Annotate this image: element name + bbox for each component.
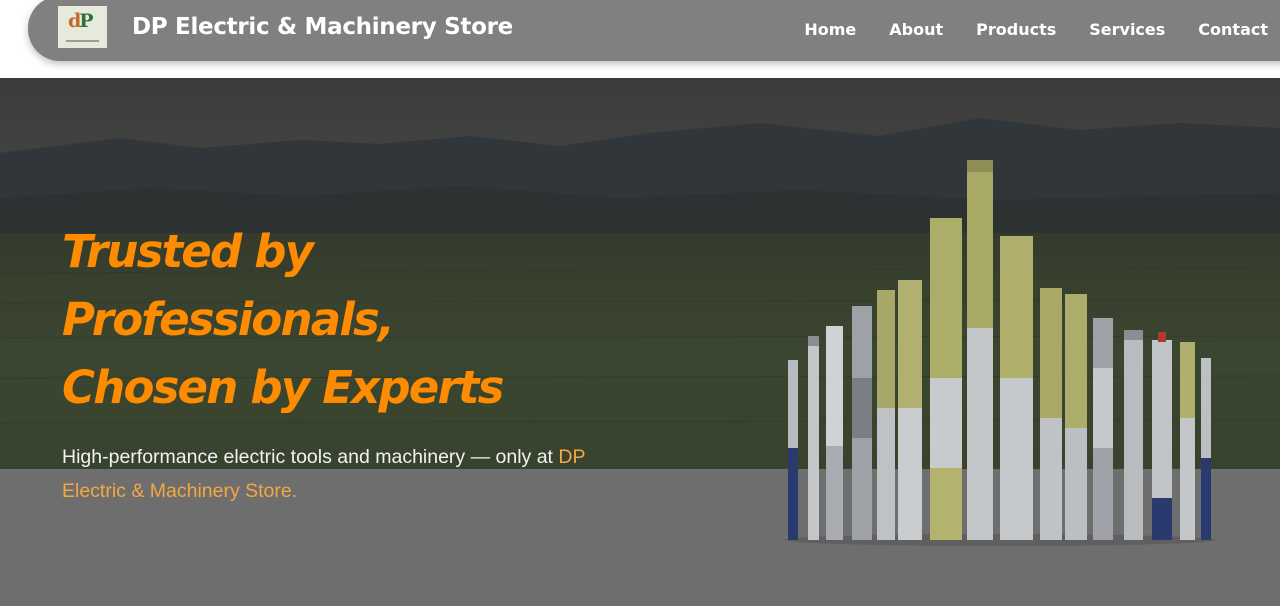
hero-subtitle: High-performance electric tools and mach… xyxy=(62,440,642,508)
nav-products[interactable]: Products xyxy=(976,20,1057,39)
navbar: dP DP Electric & Machinery Store Home Ab… xyxy=(28,0,1280,61)
hero-heading: Trusted by Professionals, Chosen by Expe… xyxy=(62,218,504,422)
hero-heading-line-1: Trusted by xyxy=(62,225,314,278)
nav-home[interactable]: Home xyxy=(804,20,857,39)
hero-subtitle-highlight: DP Electric & Machinery Store. xyxy=(62,446,586,502)
nav-contact[interactable]: Contact xyxy=(1198,20,1268,39)
hero-heading-line-3: Chosen by Experts xyxy=(62,361,504,414)
hero-heading-line-2: Professionals, xyxy=(62,293,395,346)
hero-section: Trusted by Professionals, Chosen by Expe… xyxy=(0,78,1280,606)
nav-services[interactable]: Services xyxy=(1089,20,1166,39)
nav-links: Home About Products Services Contact xyxy=(771,20,1268,39)
submersible-pumps-image xyxy=(785,160,1215,546)
hero-subtitle-text: High-performance electric tools and mach… xyxy=(62,446,559,468)
dp-logo-icon[interactable]: dP xyxy=(58,6,107,48)
brand-name[interactable]: DP Electric & Machinery Store xyxy=(132,14,513,40)
nav-about[interactable]: About xyxy=(889,20,944,39)
